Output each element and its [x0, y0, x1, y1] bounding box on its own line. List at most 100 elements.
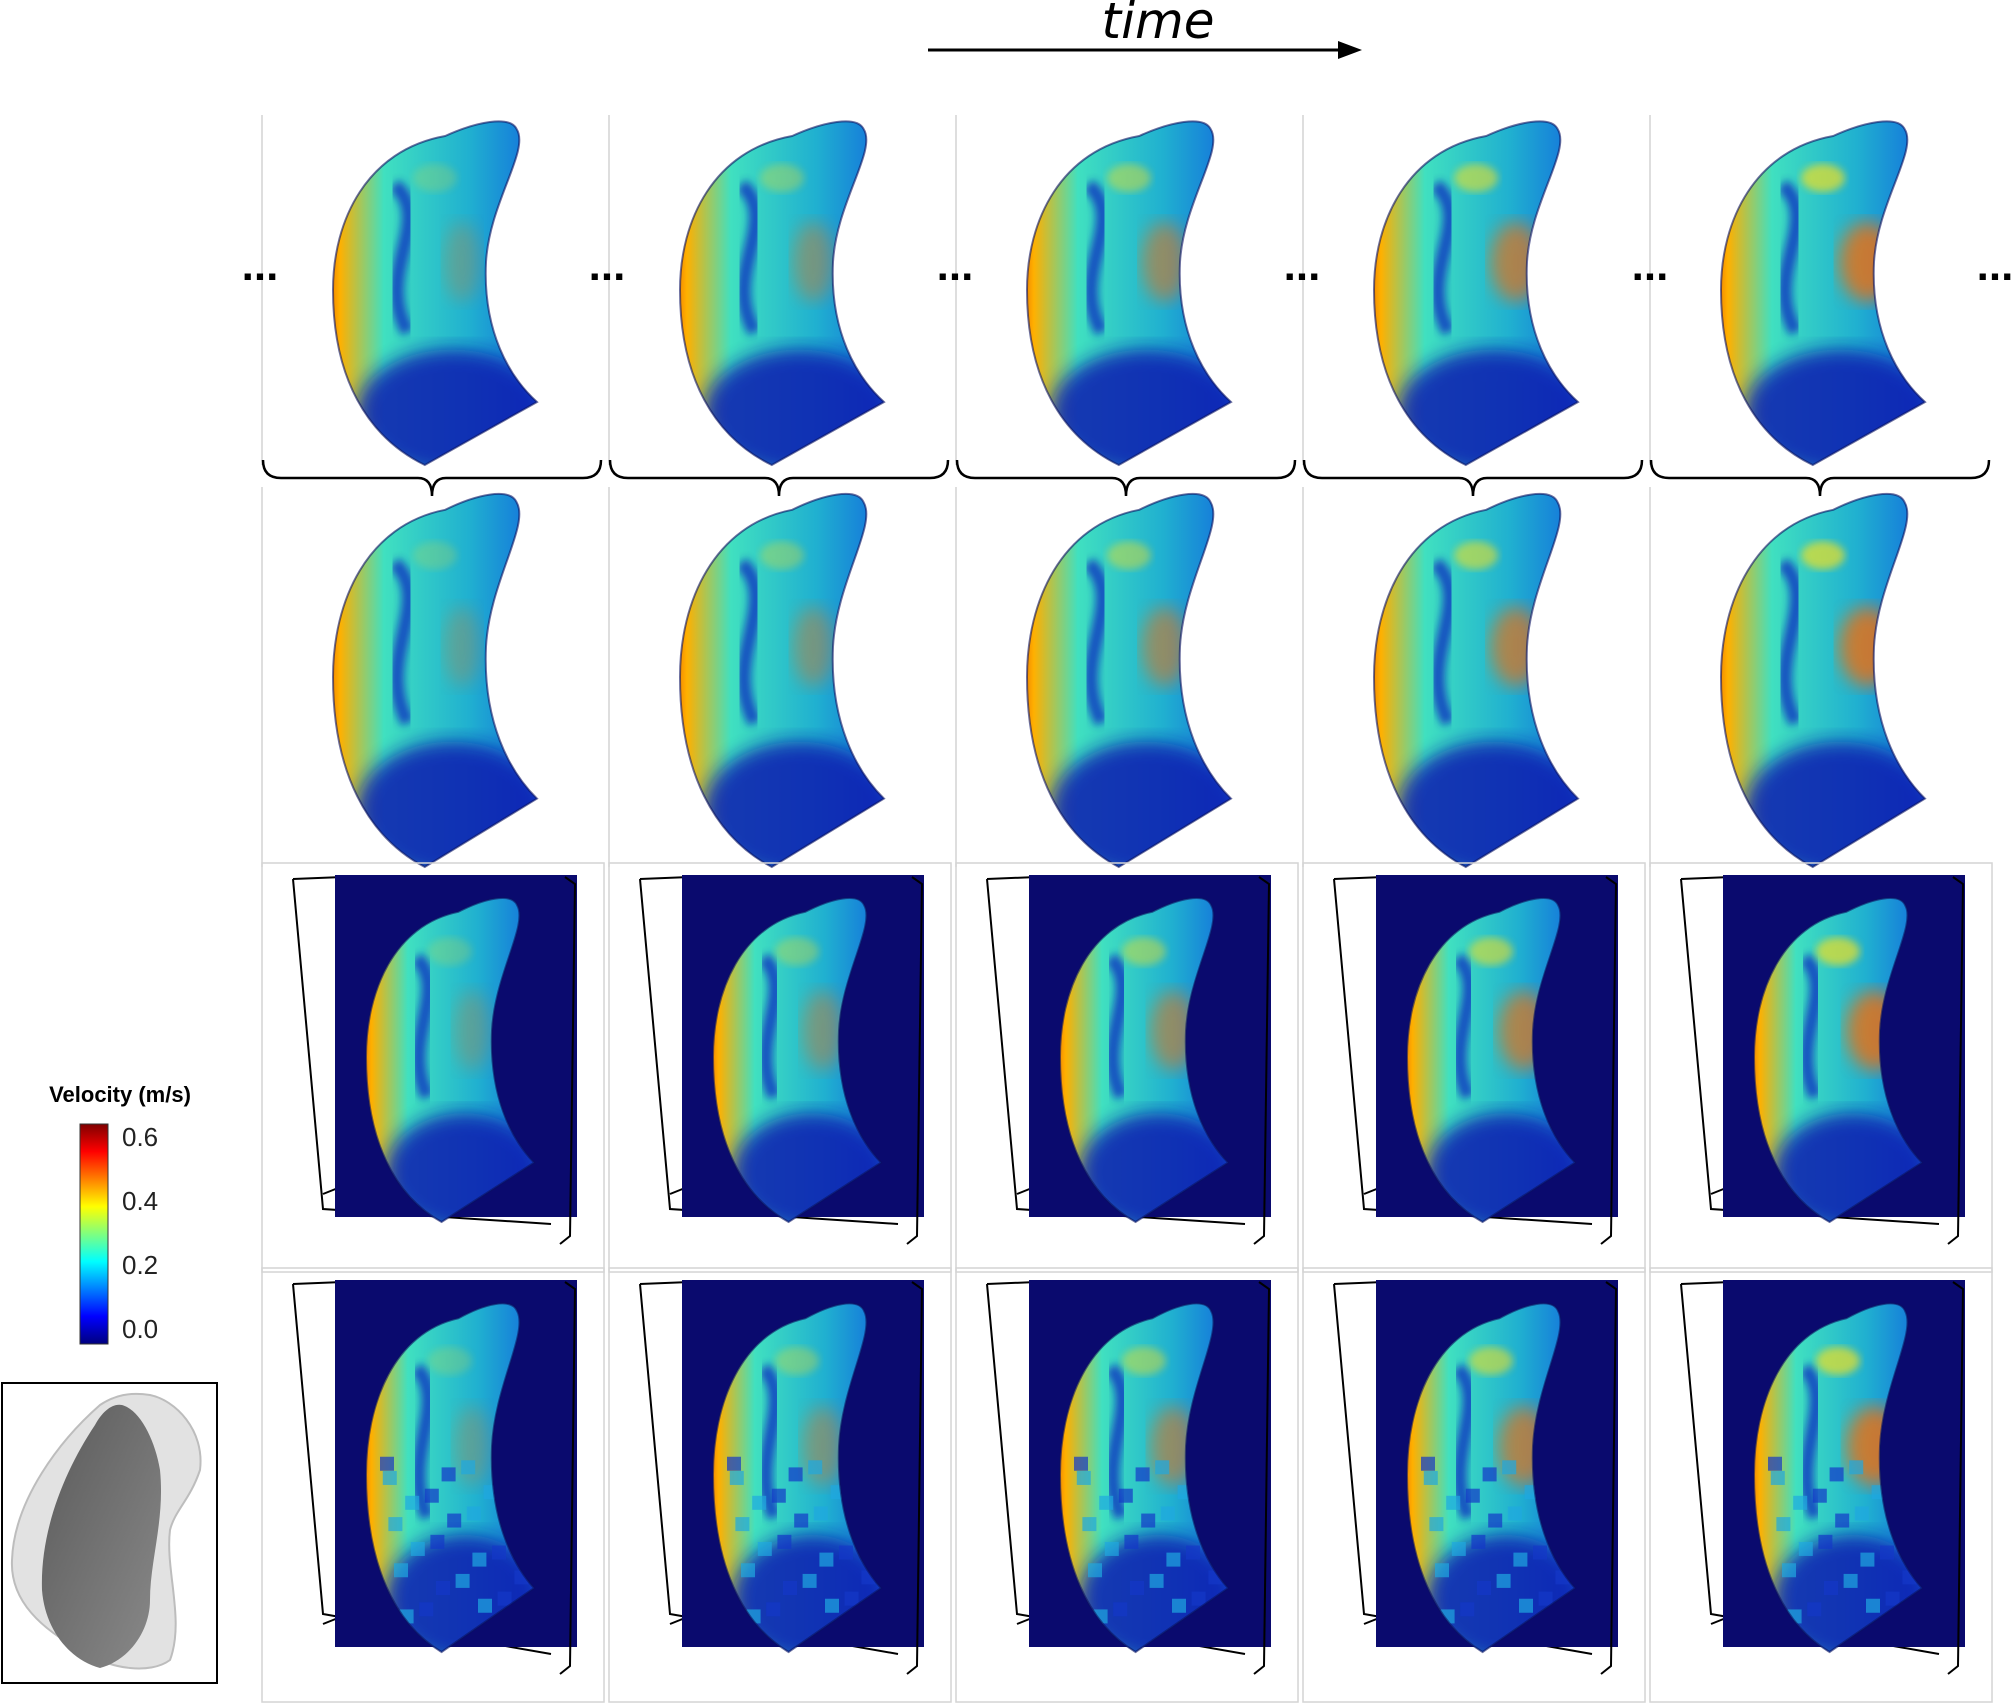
ellipsis-layer: .................. — [242, 241, 2014, 290]
noise-speckle — [1141, 1513, 1156, 1528]
vortex-ring — [760, 164, 804, 192]
panel-r4-c1 — [261, 1267, 605, 1703]
noise-speckle — [1124, 1534, 1139, 1549]
panel-r2-c2 — [608, 487, 886, 869]
vortex-ring — [413, 541, 457, 570]
noise-speckle — [1118, 1488, 1133, 1503]
noise-speckle — [788, 1467, 803, 1482]
noise-speckle — [1166, 1552, 1181, 1567]
bounding-box-edge — [1600, 1281, 1618, 1675]
noise-speckle — [1849, 1460, 1864, 1475]
panel-r1-c2 — [608, 115, 886, 467]
bounding-box-edge — [986, 878, 1246, 1225]
slab-outline — [1058, 897, 1230, 1224]
colorbar-tick-0-6: 0.6 — [122, 1122, 158, 1152]
noise-speckle — [1533, 1545, 1547, 1560]
noise-speckle — [466, 1506, 481, 1521]
jet-hotspot — [1839, 222, 1896, 302]
noise-speckle — [1770, 1470, 1785, 1485]
slab-outline — [1719, 120, 1927, 467]
vortex-ring — [1469, 937, 1513, 966]
slab-outline — [364, 1302, 536, 1654]
velocity-field — [1027, 121, 1231, 466]
bounding-box-edge — [292, 878, 552, 1225]
jet-hotspot — [1839, 606, 1896, 687]
bounding-box-edge — [986, 876, 1038, 880]
noise-speckle — [382, 1470, 397, 1485]
noise-speckle — [1507, 1506, 1522, 1521]
noise-speckle — [1113, 1602, 1128, 1617]
noise-speckle — [461, 1460, 476, 1475]
slab-outline — [1719, 492, 1927, 869]
inset-slice-plane — [41, 1404, 162, 1668]
panel-r1-c5 — [1649, 115, 1927, 467]
noise-speckle — [1843, 1573, 1858, 1588]
panel-r1-c4 — [1302, 115, 1580, 467]
vortex-streak — [736, 179, 763, 336]
velocity-field — [1721, 121, 1925, 466]
noise-speckle — [1160, 1506, 1175, 1521]
vortex-ring — [1469, 1346, 1513, 1375]
slab-outline — [1752, 1302, 1924, 1654]
noise-speckle — [1502, 1460, 1517, 1475]
noise-speckle — [1818, 1534, 1833, 1549]
bounding-box-edge — [1947, 876, 1965, 1245]
panel-grid — [261, 115, 1993, 1703]
cell-divider — [1649, 862, 1993, 1273]
panel-r2-c1 — [261, 487, 539, 869]
noise-speckle — [1824, 1581, 1838, 1595]
cell-divider — [1302, 1267, 1646, 1703]
jet-hotspot — [792, 606, 834, 687]
slab-outline — [364, 897, 536, 1224]
noise-speckle — [455, 1573, 470, 1588]
vortex-streak — [757, 1363, 783, 1521]
noise-speckle — [1172, 1598, 1186, 1613]
vortex-ring — [1122, 937, 1166, 966]
vortex-streak — [1451, 1363, 1477, 1521]
jet-hotspot — [792, 222, 834, 302]
noise-speckle — [1854, 1506, 1869, 1521]
bounding-box-edge — [1253, 1281, 1271, 1675]
noise-speckle — [1076, 1470, 1091, 1485]
curly-brace-4 — [1302, 459, 1644, 497]
panel-r1-c1 — [261, 115, 539, 467]
velocity-field — [680, 493, 884, 867]
ellipsis-2: ... — [589, 241, 626, 290]
vortex-streak — [410, 1363, 436, 1521]
noise-speckle — [1798, 1541, 1813, 1556]
curly-brace-1 — [261, 459, 603, 497]
bounding-box-edge — [1333, 876, 1385, 880]
noise-speckle — [802, 1573, 817, 1588]
vortex-streak — [1799, 953, 1824, 1100]
vortex-ring — [413, 164, 457, 192]
velocity-field — [333, 493, 537, 867]
bounding-box-edge — [986, 1281, 1038, 1285]
vortex-ring — [428, 1346, 472, 1375]
panel-r2-c3 — [955, 487, 1233, 869]
noise-speckle — [1885, 1591, 1900, 1606]
bounding-box-edge — [906, 1281, 924, 1675]
cell-divider — [1649, 1267, 1993, 1703]
jet-hotspot — [444, 606, 481, 687]
vortex-ring — [760, 541, 804, 570]
slab-outline — [711, 1302, 883, 1654]
noise-speckle — [1513, 1552, 1528, 1567]
noise-speckle — [1082, 1517, 1097, 1532]
jet-hotspot — [1490, 606, 1542, 687]
noise-speckle — [1812, 1488, 1827, 1503]
noise-speckle — [1538, 1591, 1553, 1606]
jet-hotspot — [802, 990, 844, 1071]
noise-speckle — [388, 1517, 403, 1532]
panel-r4-c3 — [955, 1267, 1299, 1703]
bounding-box-edge — [639, 1281, 691, 1285]
slab-outline — [1752, 897, 1924, 1224]
vortex-streak — [1798, 1363, 1824, 1521]
noise-speckle — [741, 1563, 755, 1578]
vortex-ring — [775, 937, 819, 966]
panel-r3-c1 — [261, 862, 605, 1273]
panel-r3-c3 — [955, 862, 1299, 1273]
noise-speckle — [1465, 1488, 1480, 1503]
slab-outline — [1372, 120, 1580, 467]
noise-speckle — [1880, 1545, 1894, 1560]
